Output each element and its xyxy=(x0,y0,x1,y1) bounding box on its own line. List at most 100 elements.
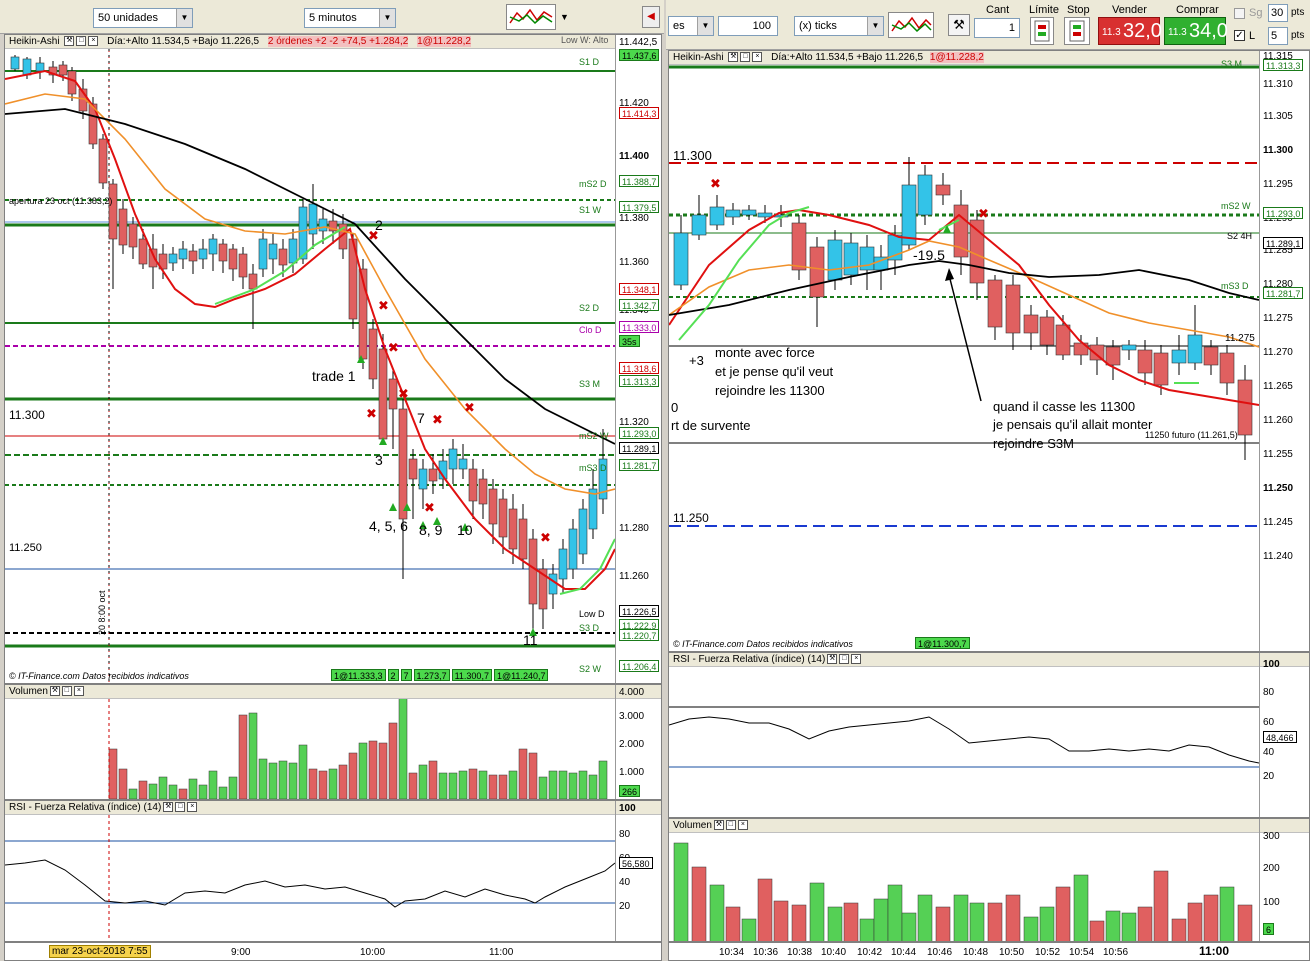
wrench-icon[interactable]: ⚒ xyxy=(728,52,739,63)
rsi-title: RSI - Fuerza Relativa (índice) (14) ⚒ □ × xyxy=(5,801,661,815)
pos-chip[interactable]: 11.300,7 xyxy=(451,669,492,681)
l-input[interactable]: 5 xyxy=(1268,27,1288,45)
pos-chip[interactable]: 1@11.333,3 xyxy=(331,669,386,681)
cant-input[interactable]: 1 xyxy=(974,18,1020,38)
maximize-icon[interactable]: □ xyxy=(76,36,87,47)
volume-bar xyxy=(1023,916,1039,941)
candle-body xyxy=(1187,334,1203,364)
wrench-icon[interactable]: ⚒ xyxy=(163,802,174,813)
pos-chip[interactable]: 7 xyxy=(400,669,412,681)
volume-bar xyxy=(827,906,843,941)
qty-input[interactable]: 100 xyxy=(718,16,778,36)
timeframe-select[interactable]: 5 minutos ▼ xyxy=(304,8,396,28)
sell-marker-icon: ✖ xyxy=(464,401,475,416)
buy-arrow-icon xyxy=(419,521,427,529)
left-chart-title: Heikin-Ashi ⚒ □ × Día:+Alto 11.534,5 +Bajo… xyxy=(5,35,661,49)
candle-body xyxy=(1005,284,1021,334)
maximize-icon[interactable]: □ xyxy=(740,52,751,63)
maximize-icon[interactable]: □ xyxy=(839,654,850,665)
note-s3m: rejoindre S3M xyxy=(993,436,1074,451)
volume-bar xyxy=(709,884,725,941)
pos-chip[interactable]: 2 xyxy=(387,669,399,681)
wrench-icon[interactable]: ⚒ xyxy=(713,820,724,831)
sell-label: Vender xyxy=(1112,4,1147,16)
volume-bar xyxy=(498,774,508,799)
volume-bar xyxy=(458,770,468,799)
annotation-4-5-6: 4, 5, 6 xyxy=(369,518,408,534)
rsi-last-tag: 56,580 xyxy=(619,857,653,869)
close-icon[interactable]: × xyxy=(737,820,748,831)
indicator-button[interactable] xyxy=(506,4,556,30)
ma-green-line-a xyxy=(214,226,346,305)
volume-bar xyxy=(148,783,158,799)
ma-red-line xyxy=(5,69,615,590)
volume-bar xyxy=(228,776,238,799)
pos-chip[interactable]: 1@11.300,7 xyxy=(915,637,970,649)
dropdown-arrow-button[interactable]: ▼ xyxy=(560,12,569,22)
pos-chip[interactable]: 1.273,7 xyxy=(413,669,450,681)
time-label: 10:48 xyxy=(963,947,989,958)
l-checkbox[interactable]: ✓ xyxy=(1234,30,1245,41)
volume-bar xyxy=(773,900,789,941)
close-icon[interactable]: × xyxy=(851,654,862,665)
annotation-8-9: 8, 9 xyxy=(419,522,443,538)
note-rejoindre: rejoindre les 11300 xyxy=(715,383,825,398)
volume-bar xyxy=(568,772,578,799)
price-tick: 11.245 xyxy=(1263,517,1293,528)
level-value-tag: 11.281,7 xyxy=(619,459,660,471)
buy-arrow-icon xyxy=(403,503,411,511)
candle-body xyxy=(498,498,508,538)
product-select[interactable]: es ▼ xyxy=(668,16,714,36)
right-rsi-chart xyxy=(669,706,1259,768)
volume-bar xyxy=(438,772,448,799)
time-label: 10:54 xyxy=(1069,947,1095,958)
chart-indicator-icon xyxy=(509,8,553,25)
nav-arrow-icon[interactable]: ◀ xyxy=(642,6,660,28)
close-icon[interactable]: × xyxy=(752,52,763,63)
wrench-icon[interactable]: ⚒ xyxy=(49,686,60,697)
sell-marker-icon: ✖ xyxy=(540,531,551,546)
volume-bar xyxy=(1005,894,1021,941)
candle-body xyxy=(128,223,138,248)
volume-bar xyxy=(791,904,807,941)
limit-button[interactable] xyxy=(1030,17,1054,45)
indicator-button[interactable] xyxy=(888,12,934,38)
maximize-icon[interactable]: □ xyxy=(725,820,736,831)
close-icon[interactable]: × xyxy=(88,36,99,47)
candle-body xyxy=(935,184,951,196)
rsi-tick: 40 xyxy=(619,877,631,888)
candle-body xyxy=(67,70,77,95)
ticks-value: (x) ticks xyxy=(799,20,837,32)
wrench-icon[interactable]: ⚒ xyxy=(827,654,838,665)
pos-chip[interactable]: 1@11.240,7 xyxy=(493,669,549,681)
volume-bar xyxy=(1121,912,1137,941)
sg-input[interactable]: 30 xyxy=(1268,4,1288,22)
sell-button[interactable]: 11.3 32,0 xyxy=(1098,17,1162,45)
ticks-select[interactable]: (x) ticks ▼ xyxy=(794,16,884,36)
settings-wrench-button[interactable]: ⚒ xyxy=(948,14,970,36)
left-candlestick-chart[interactable]: ✖ ✖ ✖ ✖ ✖ ✖ ✖ ✖ ✖ xyxy=(5,49,615,684)
line-label-11275: 11.275 xyxy=(1225,333,1255,344)
candle-body xyxy=(791,222,807,271)
level-name: Low D xyxy=(579,609,605,619)
stop-button[interactable] xyxy=(1064,17,1090,45)
close-icon[interactable]: × xyxy=(187,802,198,813)
timeframe-value: 5 minutos xyxy=(309,12,357,24)
maximize-icon[interactable]: □ xyxy=(175,802,186,813)
level-name: S2 D xyxy=(579,303,600,313)
right-candlestick-chart[interactable]: ✖✖ xyxy=(669,65,1259,652)
wrench-icon[interactable]: ⚒ xyxy=(64,36,75,47)
level-value-tag: 11.293,0 xyxy=(1263,207,1304,219)
candle-body xyxy=(35,62,45,72)
time-label: 10:44 xyxy=(891,947,917,958)
buy-arrow-icon xyxy=(379,437,387,445)
sg-checkbox[interactable] xyxy=(1234,8,1245,19)
candle-body xyxy=(318,218,328,232)
units-select[interactable]: 50 unidades ▼ xyxy=(93,8,193,28)
candle-body xyxy=(1137,349,1153,374)
maximize-icon[interactable]: □ xyxy=(61,686,72,697)
close-icon[interactable]: × xyxy=(73,686,84,697)
candle-body xyxy=(1171,349,1187,364)
buy-arrow-icon xyxy=(357,355,365,363)
buy-button[interactable]: 11.3 34,0 xyxy=(1164,17,1228,45)
